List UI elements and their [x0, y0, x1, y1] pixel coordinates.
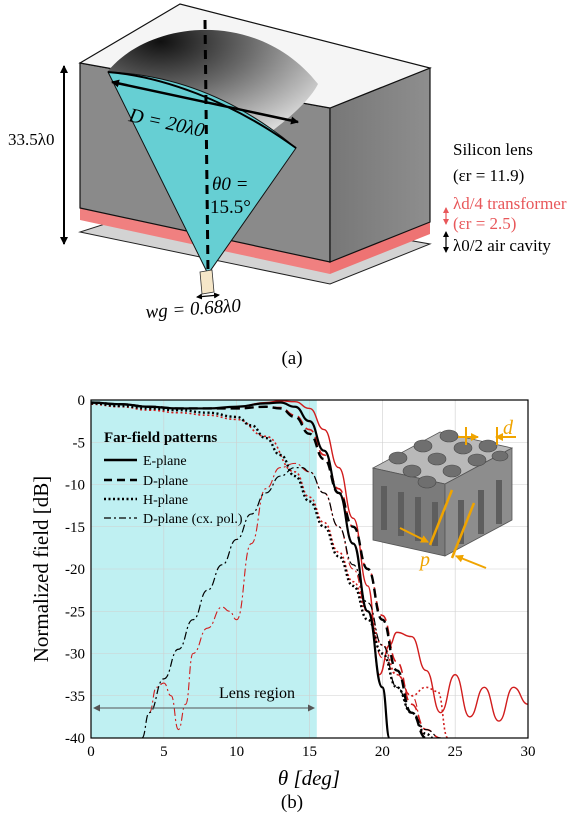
panel-a: D = 20λ0 θ0 = 15.5° wg = 0.68λ0 33.5λ0 S…: [8, 3, 567, 369]
legend-lens-line2: (εr = 11.9): [453, 166, 524, 185]
y-tick-label: -20: [65, 562, 85, 578]
waveguide-arrow: [196, 292, 220, 300]
inset-label-d: d: [503, 417, 514, 439]
transformer-layer-side: [330, 222, 430, 274]
caption-a: (a): [281, 348, 302, 369]
y-tick-label: -10: [65, 478, 85, 494]
waveguide-label: wg = 0.68λ0: [145, 295, 242, 323]
y-axis-label: Normalized field [dB]: [29, 476, 53, 663]
legend-hplane: H-plane: [143, 493, 188, 508]
legend-transformer-line2: (εr = 2.5): [453, 214, 516, 233]
legend-dplane-cx: D-plane (cx. pol.): [143, 512, 243, 527]
height-label: 33.5λ0: [8, 130, 55, 149]
series-line-d-plane-cx-pol-: [141, 467, 441, 738]
y-tick-label: -25: [65, 604, 85, 620]
angle-label-line1: θ0 =: [212, 174, 248, 195]
honeycomb-inset: d p: [371, 417, 516, 571]
y-tick-label: -35: [65, 689, 85, 705]
x-tick-label: 30: [521, 744, 536, 760]
legend-eplane: E-plane: [143, 454, 187, 469]
x-tick-label: 10: [229, 744, 244, 760]
y-tick-label: 0: [78, 393, 86, 409]
series-layer: [91, 400, 528, 738]
y-tick-label: -15: [65, 520, 85, 536]
legend-transformer-line1: λd/4 transformer: [453, 194, 567, 213]
diameter-arrow: [111, 79, 299, 125]
y-tick-label: -40: [65, 731, 85, 747]
x-tick-label: 25: [448, 744, 463, 760]
angle-label-line2: 15.5°: [210, 197, 251, 218]
y-tick-label: -30: [65, 647, 85, 663]
legend-dplane: D-plane: [143, 474, 188, 489]
x-tick-label: 5: [160, 744, 168, 760]
legend-cavity: λ0/2 air cavity: [453, 236, 551, 255]
tick-labels: 0 5 10 15 20 25 30 0 -5 -10 -15 -20 -25 -30 -35 -40: [65, 393, 536, 760]
x-tick-label: 15: [302, 744, 317, 760]
lens-axis: [203, 19, 210, 273]
lens-region-label: Lens region: [219, 685, 295, 702]
panel-b: 0 5 10 15 20 25 30 0 -5 -10 -15 -20 -25 -30 -35 -40 θ […: [29, 393, 536, 813]
inset-label-p: p: [418, 549, 430, 571]
plot-frame: [90, 399, 529, 739]
legend: Far-field patterns E-plane D-plane H-pla…: [104, 430, 243, 527]
x-tick-label: 0: [87, 744, 95, 760]
x-axis-label: θ [deg]: [278, 766, 340, 790]
legend-title: Far-field patterns: [104, 430, 217, 446]
x-tick-label: 20: [375, 744, 390, 760]
y-tick-label: -5: [73, 435, 86, 451]
series-line-d-plane: [91, 401, 427, 738]
caption-b: (b): [281, 792, 303, 813]
legend-lens-line1: Silicon lens: [453, 140, 533, 159]
waveguide: [199, 269, 215, 295]
